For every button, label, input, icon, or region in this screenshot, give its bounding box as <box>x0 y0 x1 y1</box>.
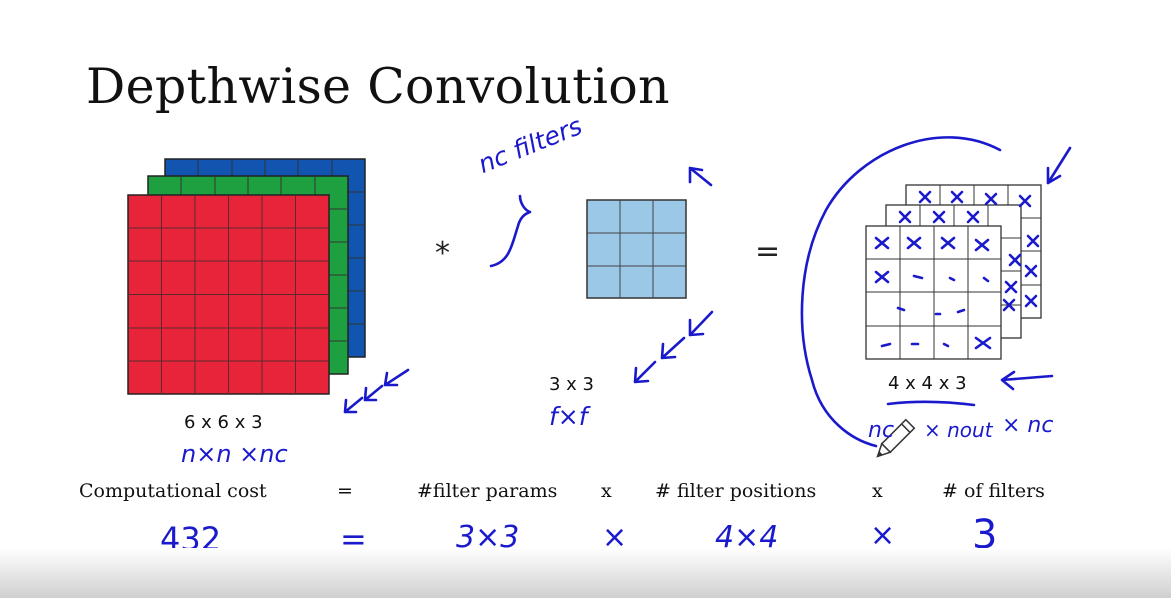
formula-equals: = <box>337 480 353 502</box>
input-volume-label: 6 x 6 x 3 <box>184 412 263 433</box>
output-note-nc2: × nc <box>1002 413 1054 438</box>
filter-label: 3 x 3 <box>549 374 594 395</box>
formula-times-1: x <box>601 480 612 502</box>
formula-times-2: x <box>872 480 883 502</box>
formula-filter-positions: # filter positions <box>655 480 817 502</box>
formula-computational-cost: Computational cost <box>79 480 267 502</box>
convolve-operator: * <box>435 236 450 271</box>
slide-title: Depthwise Convolution <box>86 58 670 115</box>
filter-grid <box>586 199 687 299</box>
equals-operator: = <box>755 234 781 269</box>
formula-num-filters: # of filters <box>942 480 1045 502</box>
value-times-2: × <box>870 518 896 553</box>
filter-note: f×f <box>549 402 588 431</box>
input-layer-red <box>127 194 330 395</box>
output-volume-label: 4 x 4 x 3 <box>888 373 967 394</box>
formula-filter-params: #filter params <box>417 480 558 502</box>
output-note-nc: nc <box>868 418 895 443</box>
bottom-fade <box>0 548 1171 598</box>
output-note-nout: × nout <box>924 418 993 442</box>
input-volume-note: n×n ×nc <box>181 440 288 468</box>
pencil-cursor-icon <box>876 418 916 458</box>
